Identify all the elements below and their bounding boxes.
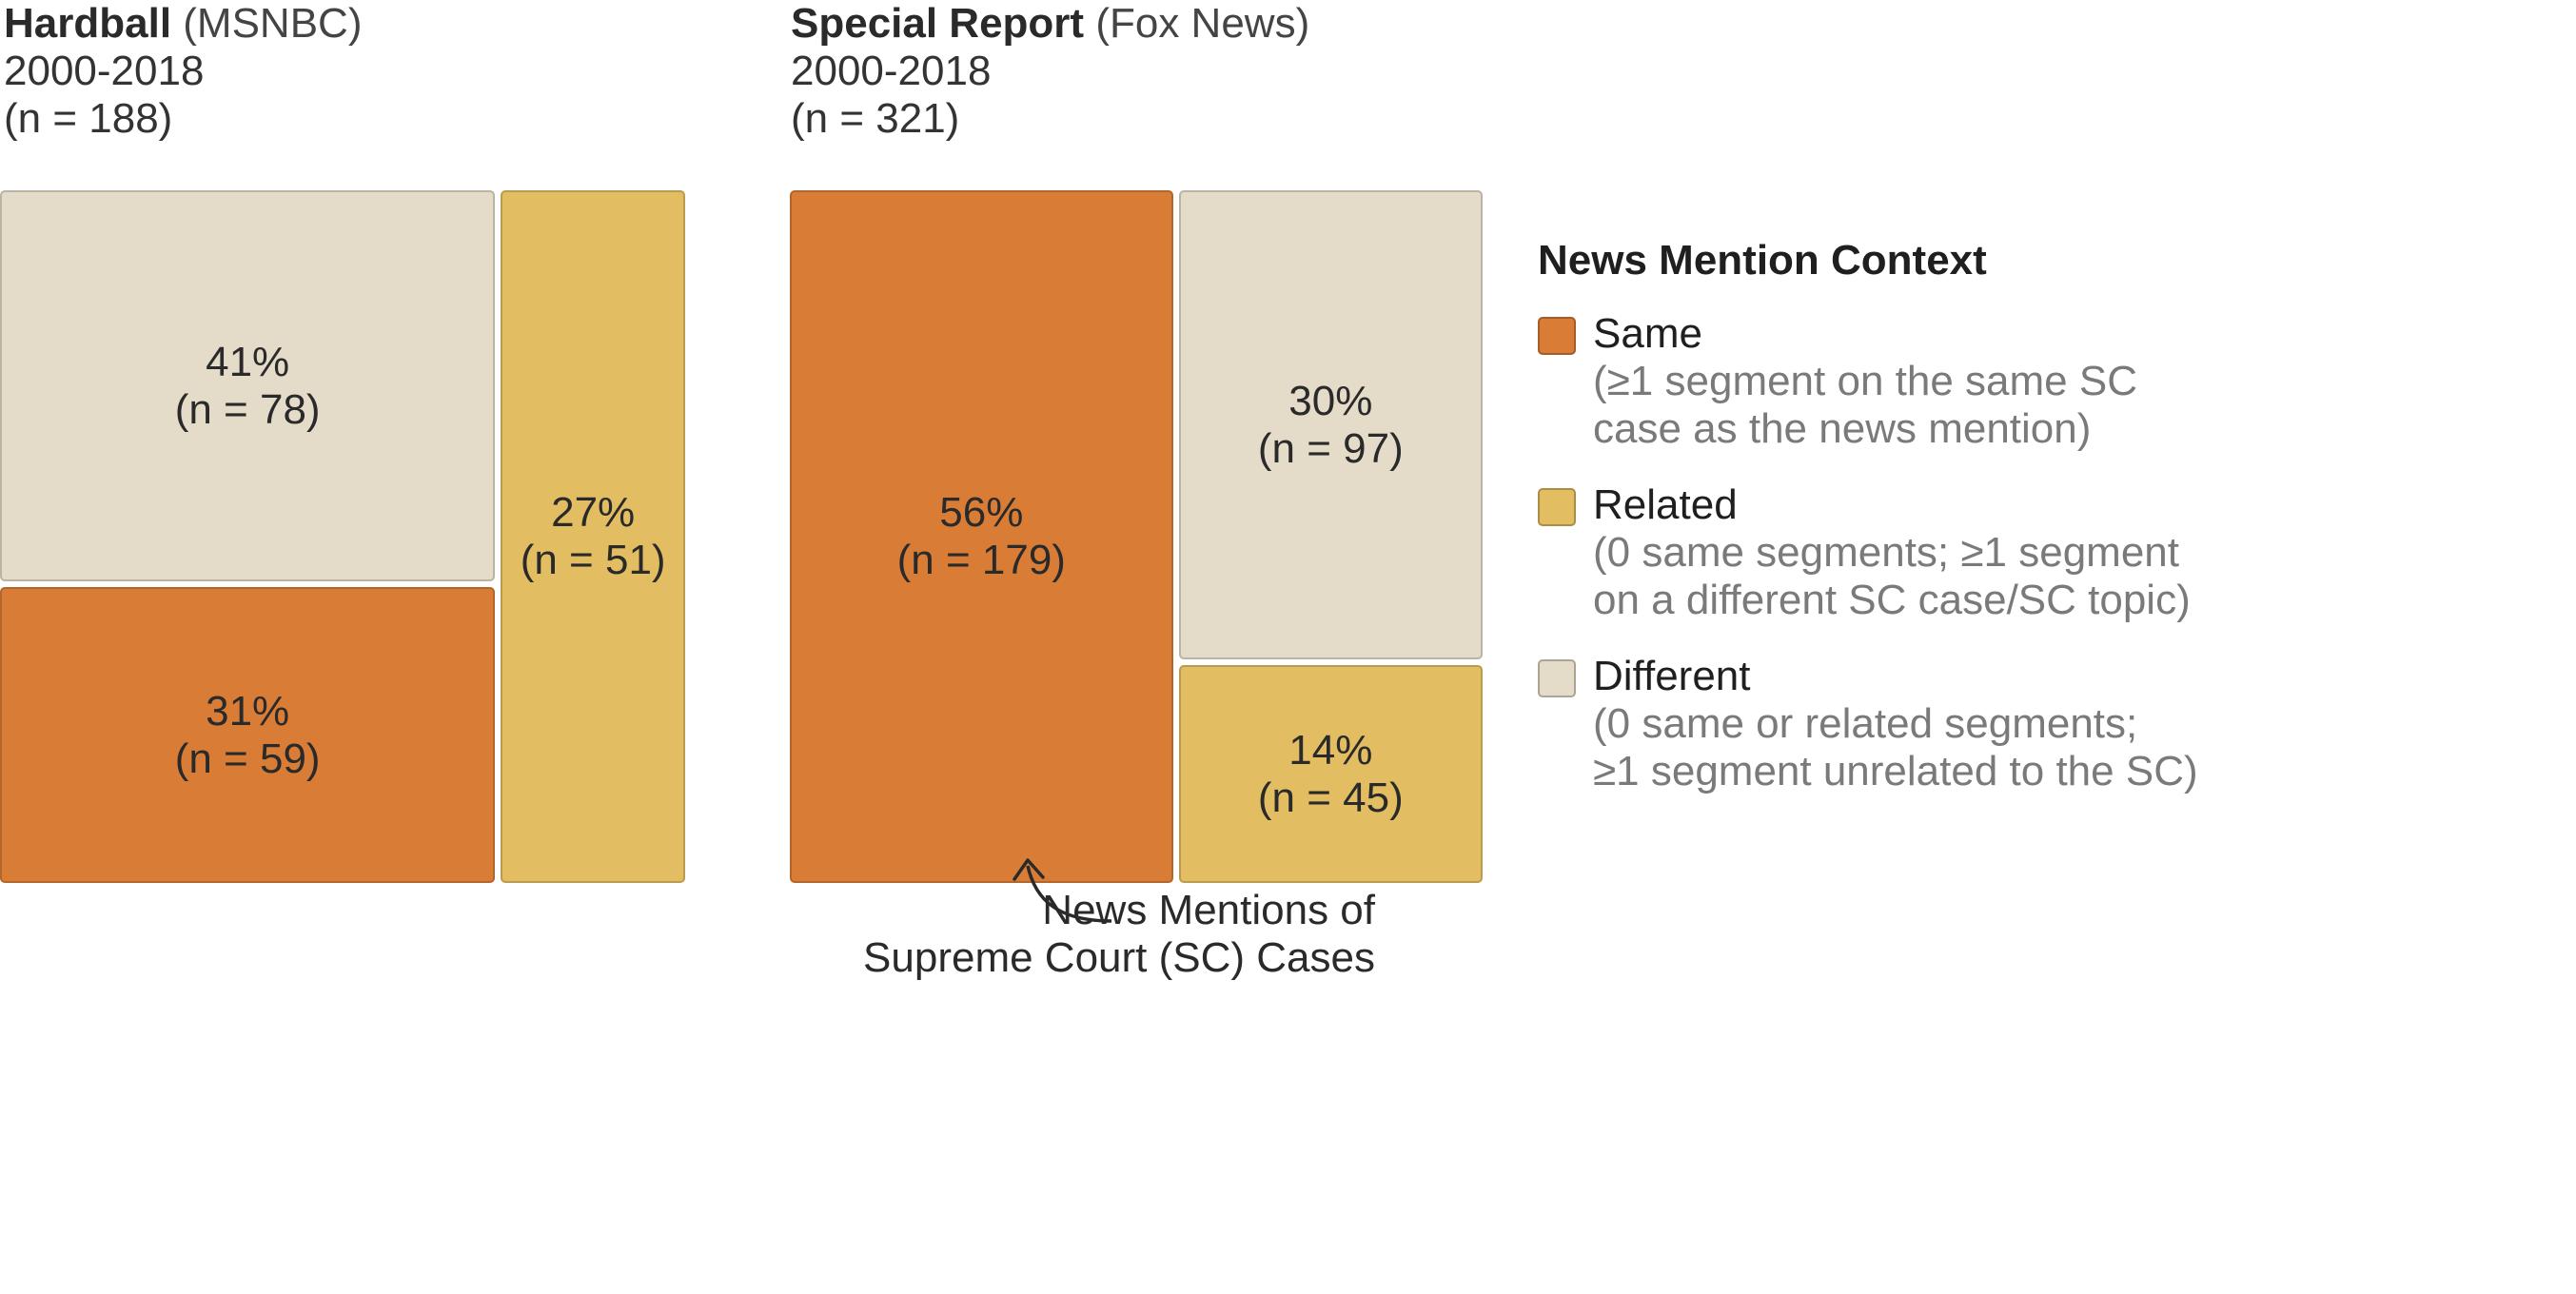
hardball-cell-same: 31% (n = 59) [0,587,496,883]
legend-item-related: Related (0 same segments; ≥1 segment on … [1538,481,2489,624]
hardball-show-name: Hardball [4,0,172,47]
hardball-chart-header: Hardball (MSNBC) 2000-2018 (n = 188) [4,0,362,143]
legend-desc-same: (≥1 segment on the same SC case as the n… [1593,358,2489,453]
hardball-cell-related: 27% (n = 51) [501,190,685,883]
legend-label-related: Related [1593,481,1738,528]
legend-desc-related: (0 same segments; ≥1 segment on a differ… [1593,529,2489,624]
legend-desc-same-line-2: case as the news mention) [1593,405,2092,452]
legend-swatch-related [1538,488,1576,526]
hardball-treemap: 41% (n = 78) 31% (n = 59) 27% (n = 51) [0,190,685,883]
legend-desc-different-line-1: (0 same or related segments; [1593,700,2138,747]
special-report-treemap: 56% (n = 179) 30% (n = 97) 14% (n = 45) [790,190,1483,883]
legend-label-different: Different [1593,653,1751,699]
hardball-years: 2000-2018 [4,48,205,94]
legend-swatch-different [1538,659,1576,697]
special-report-chart-header: Special Report (Fox News) 2000-2018 (n =… [791,0,1309,143]
special-report-cell-different-count: (n = 97) [1257,424,1404,472]
special-report-cell-related-count: (n = 45) [1257,774,1404,821]
legend-title: News Mention Context [1538,237,1987,284]
legend-desc-different: (0 same or related segments; ≥1 segment … [1593,700,2489,795]
legend: News Mention Context Same (≥1 segment on… [1538,232,2489,824]
legend-desc-related-line-2: on a different SC case/SC topic) [1593,577,2191,623]
hardball-cell-same-count: (n = 59) [174,735,321,782]
legend-item-same: Same (≥1 segment on the same SC case as … [1538,310,2489,453]
special-report-cell-different: 30% (n = 97) [1178,190,1483,660]
special-report-title: Special Report (Fox News) [791,0,1309,48]
hardball-title: Hardball (MSNBC) [4,0,362,48]
special-report-cell-different-percent: 30% [1288,377,1373,424]
hardball-network: (MSNBC) [183,0,363,47]
legend-desc-related-line-1: (0 same segments; ≥1 segment [1593,529,2179,576]
special-report-cell-same: 56% (n = 179) [790,190,1173,883]
hardball-total: (n = 188) [4,95,173,142]
special-report-cell-related-percent: 14% [1288,726,1373,774]
hardball-cell-different-count: (n = 78) [174,385,321,433]
special-report-cell-same-count: (n = 179) [896,537,1066,583]
legend-label-same: Same [1593,310,1702,357]
special-report-show-name: Special Report [791,0,1085,47]
legend-item-different: Different (0 same or related segments; ≥… [1538,653,2489,795]
annotation-line-2: Supreme Court (SC) Cases [863,934,1375,981]
hardball-cell-related-percent: 27% [551,489,636,536]
special-report-total: (n = 321) [791,95,960,142]
legend-desc-same-line-1: (≥1 segment on the same SC [1593,358,2137,404]
special-report-network: (Fox News) [1095,0,1310,47]
sc-cases-annotation: News Mentions of Supreme Court (SC) Case… [856,845,1485,997]
annotation-arrow-icon [1013,858,1112,923]
hardball-cell-same-percent: 31% [206,687,290,735]
special-report-cell-related: 14% (n = 45) [1178,665,1483,883]
annotation-text: News Mentions of Supreme Court (SC) Case… [863,887,1375,982]
hardball-cell-different: 41% (n = 78) [0,190,496,582]
annotation-line-1: News Mentions of [1042,887,1375,933]
legend-swatch-same [1538,317,1576,355]
special-report-cell-same-percent: 56% [939,489,1024,536]
hardball-cell-different-percent: 41% [206,338,290,385]
legend-desc-different-line-2: ≥1 segment unrelated to the SC) [1593,748,2198,794]
special-report-years: 2000-2018 [791,48,992,94]
hardball-cell-related-count: (n = 51) [520,537,666,583]
